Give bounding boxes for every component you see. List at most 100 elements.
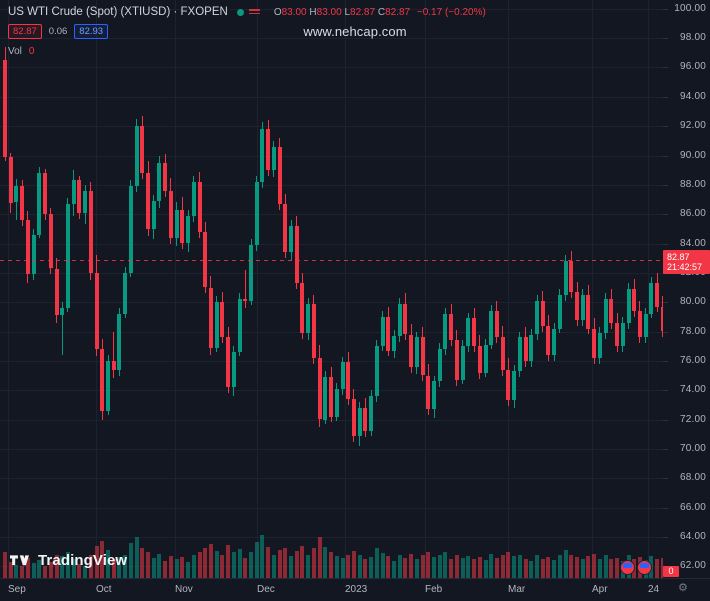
volume-bar	[300, 546, 305, 578]
volume-bar	[609, 559, 614, 578]
volume-bar	[83, 566, 88, 578]
candle-body	[106, 360, 110, 411]
volume-bar	[380, 553, 385, 578]
price-axis-tick	[663, 244, 668, 245]
volume-bar	[254, 542, 259, 578]
candle-body	[506, 369, 511, 401]
candle-body	[643, 313, 648, 338]
volume-bar	[283, 548, 288, 578]
candle-body	[483, 344, 488, 373]
candle-body	[649, 283, 654, 314]
price-axis-label: 86.00	[679, 208, 706, 219]
candle-body	[134, 126, 139, 187]
candle-wick	[244, 269, 246, 308]
candle-body	[77, 180, 82, 213]
candle-body	[231, 352, 236, 388]
volume-bar	[357, 555, 362, 578]
volume-bar	[88, 555, 93, 578]
gridline-vertical	[257, 0, 258, 578]
visibility-toggle-icon[interactable]	[248, 8, 260, 16]
price-axis-tick	[663, 126, 668, 127]
candle-body	[529, 334, 534, 361]
volume-bar	[311, 548, 316, 578]
gridline-vertical	[345, 0, 346, 578]
volume-bar	[100, 540, 105, 578]
symbol-title[interactable]: US WTI Crude (Spot) (XTIUSD) · FXOPEN	[8, 6, 228, 18]
candle-body	[243, 299, 248, 301]
candle-body	[409, 334, 414, 367]
candle-body	[523, 337, 528, 361]
candle-body	[180, 209, 185, 244]
candle-body	[311, 303, 316, 358]
gridline-horizontal	[0, 420, 663, 421]
candle-body	[454, 340, 459, 380]
candle-body	[323, 377, 328, 420]
candle-body	[237, 299, 242, 353]
volume-bar	[477, 556, 482, 578]
gridline-horizontal	[0, 156, 663, 157]
price-axis-label: 88.00	[679, 179, 706, 190]
chart-legend: US WTI Crude (Spot) (XTIUSD) · FXOPEN O8…	[8, 4, 486, 59]
candle-body	[3, 60, 7, 157]
candle-body	[374, 346, 379, 397]
candle-body	[426, 375, 431, 410]
volume-bar	[660, 557, 663, 578]
watermark-url: www.nehcap.com	[303, 24, 407, 39]
close-value: 82.87	[385, 6, 411, 18]
volume-bar	[535, 555, 539, 578]
candle-body	[340, 362, 345, 389]
candle-body	[54, 268, 59, 316]
time-axis[interactable]: Sep Oct Nov Dec 2023 Feb Mar Apr 24	[0, 578, 710, 601]
chart-indicator-badges[interactable]	[620, 560, 652, 575]
volume-bar	[106, 549, 110, 578]
time-axis-settings-gear-icon[interactable]: ⚙	[678, 582, 688, 594]
price-axis-label: 70.00	[679, 443, 706, 454]
indicator-badge-left[interactable]	[620, 560, 635, 575]
price-axis-tick	[663, 185, 668, 186]
ohlc-values: O83.00 H83.00 L82.87 C82.87 −0.17 (−0.20…	[274, 7, 486, 18]
volume-bar	[77, 564, 82, 578]
price-axis-label: 94.00	[679, 91, 706, 102]
candle-body	[592, 328, 597, 358]
volume-bar	[8, 561, 13, 578]
volume-bar	[603, 555, 608, 578]
candle-body	[83, 190, 88, 213]
price-axis-tick	[663, 390, 668, 391]
candle-body	[203, 231, 208, 288]
volume-bar	[569, 554, 574, 578]
price-axis[interactable]: 100.00 98.00 96.00 94.00 92.00 90.00 88.00 86.0…	[663, 0, 710, 578]
volume-bar	[420, 555, 425, 578]
gridline-vertical	[592, 0, 593, 578]
volume-bar	[409, 553, 414, 578]
chart-plot-area[interactable]	[0, 0, 663, 578]
candle-body	[609, 299, 614, 323]
tradingview-logo[interactable]: TradingView	[10, 553, 127, 569]
candle-body	[146, 173, 150, 229]
gridline-horizontal	[0, 508, 663, 509]
current-price-time: 21:42:57	[667, 262, 703, 272]
volume-bar	[489, 553, 494, 578]
price-axis-label: 96.00	[679, 61, 706, 72]
candle-body	[294, 225, 299, 284]
candle-body	[569, 261, 574, 292]
candle-body	[48, 214, 53, 269]
volume-bar	[60, 556, 65, 578]
high-value: 83.00	[316, 6, 342, 18]
candle-body	[535, 300, 539, 335]
indicator-badge-right[interactable]	[637, 560, 652, 575]
volume-bar	[580, 559, 585, 578]
volume-bar	[186, 562, 190, 578]
price-axis-tick	[663, 361, 668, 362]
price-axis-tick	[663, 332, 668, 333]
candle-body	[615, 322, 619, 347]
candle-body	[563, 261, 568, 295]
volume-bar	[111, 558, 116, 578]
price-axis-tick	[663, 508, 668, 509]
volume-bar	[552, 560, 557, 578]
candle-body	[363, 407, 368, 432]
candle-body	[369, 396, 374, 432]
price-axis-label: 80.00	[679, 296, 706, 307]
volume-bar	[466, 556, 471, 578]
candle-body	[168, 190, 173, 238]
